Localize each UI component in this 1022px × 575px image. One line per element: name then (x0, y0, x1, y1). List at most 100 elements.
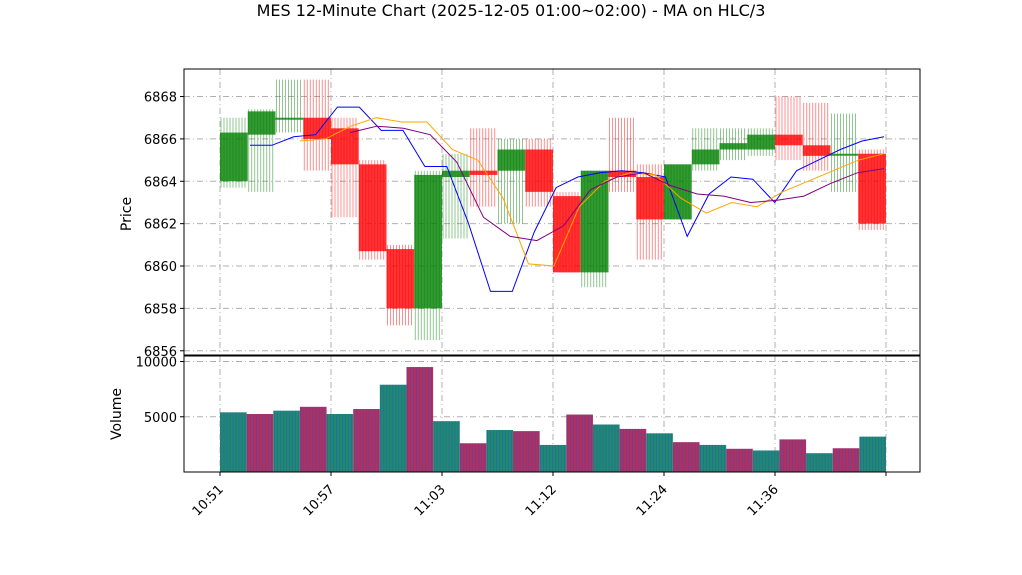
volume-bar (459, 443, 487, 472)
volume-y-tick-label: 5000 (144, 411, 177, 426)
volume-bar (299, 406, 327, 472)
candle-body (608, 170, 637, 178)
candle (608, 117, 637, 192)
volume-bar (859, 436, 886, 472)
volume-y-tick-label: 10000 (136, 356, 177, 371)
candle-body (303, 117, 331, 139)
candle (636, 164, 664, 260)
volume-bar (486, 430, 514, 472)
candle (830, 113, 859, 192)
candle-body (414, 174, 442, 309)
candle-body (386, 249, 415, 309)
price-y-tick-label: 6862 (144, 218, 177, 233)
candle (442, 153, 470, 239)
candle (331, 117, 359, 218)
volume-bar (379, 384, 407, 472)
ma-line (349, 125, 885, 242)
candle (802, 102, 831, 171)
price-y-tick-label: 6864 (144, 175, 177, 190)
candle (358, 160, 387, 260)
candle (525, 138, 553, 207)
x-axis-ticks: 10:51 10:57 11:03 11:12 11:24 11:36 (190, 472, 887, 519)
candle-body (802, 145, 831, 156)
volume-bar (273, 410, 300, 472)
x-tick-label: 11:12 (523, 482, 560, 519)
price-y-tick-label: 6858 (144, 302, 177, 317)
volume-bar (220, 412, 247, 472)
candle (553, 191, 581, 273)
x-tick-label: 10:51 (190, 482, 227, 519)
candle (220, 117, 248, 188)
volume-bar (326, 414, 354, 472)
candle-body (636, 177, 664, 220)
volume-bar (539, 444, 567, 472)
chart-title: MES 12-Minute Chart (2025-12-05 01:00~02… (257, 1, 766, 20)
candle (275, 79, 304, 133)
volume-bar (699, 444, 727, 472)
candle-body (247, 111, 276, 135)
price-y-ticks: 6856 6858 6860 6862 6864 6866 6868 (144, 91, 184, 360)
candle-body (442, 170, 470, 178)
volume-panel: 5000 10000 Volume (109, 355, 921, 473)
candle-body (469, 170, 498, 175)
volume-bar (619, 428, 647, 472)
candle (719, 128, 748, 161)
candle (469, 128, 498, 207)
candle-body (858, 153, 886, 224)
candle-body (358, 164, 387, 252)
x-tick-label: 11:36 (745, 482, 782, 519)
volume-bar (672, 442, 700, 472)
candle-body (775, 134, 803, 146)
volume-bar (433, 421, 460, 472)
volume-bar (779, 439, 807, 472)
price-y-axis-label: Price (119, 197, 135, 231)
candle-body (497, 149, 526, 171)
volume-bar (806, 453, 833, 472)
candle-body (580, 170, 609, 273)
candle-body (747, 134, 775, 150)
volume-bar (752, 450, 780, 472)
x-tick-label: 11:24 (634, 482, 671, 519)
price-ma-lines (250, 106, 885, 292)
candle-body (719, 143, 748, 150)
price-y-tick-label: 6868 (144, 91, 177, 106)
x-tick-label: 11:03 (412, 482, 449, 519)
ma-line (250, 106, 885, 292)
volume-bar (592, 424, 620, 472)
candle (497, 138, 526, 224)
price-y-tick-label: 6860 (144, 260, 177, 275)
volume-bar (566, 414, 593, 472)
candle-body (691, 149, 720, 165)
candle-body (525, 149, 553, 192)
price-y-tick-label: 6856 (144, 345, 177, 360)
volume-bar (406, 367, 434, 472)
volume-y-ticks: 5000 10000 (136, 356, 184, 426)
volume-bar (513, 431, 540, 472)
candle (386, 244, 415, 326)
candle (303, 79, 331, 171)
candle-body (830, 153, 859, 156)
volume-bar (832, 448, 860, 472)
price-y-tick-label: 6866 (144, 133, 177, 148)
candle (247, 109, 276, 192)
volume-bar (726, 448, 753, 472)
price-candles (220, 79, 886, 341)
candle (747, 128, 775, 156)
volume-bar (246, 414, 274, 472)
candle-body (275, 117, 304, 120)
candle (858, 149, 886, 231)
volume-y-axis-label: Volume (109, 388, 125, 440)
candle (775, 96, 803, 161)
candle-body (220, 132, 248, 182)
candle (414, 170, 442, 341)
ma-line (299, 117, 885, 267)
candle (691, 128, 720, 171)
price-plot-frame (183, 68, 921, 356)
price-panel: 6856 6858 6860 6862 6864 6866 6868 Price (119, 68, 921, 360)
volume-bar (353, 409, 380, 472)
volume-bar (646, 433, 673, 472)
volume-bars (220, 367, 886, 472)
volume-plot-frame (183, 355, 921, 473)
x-tick-label: 10:57 (301, 482, 338, 519)
